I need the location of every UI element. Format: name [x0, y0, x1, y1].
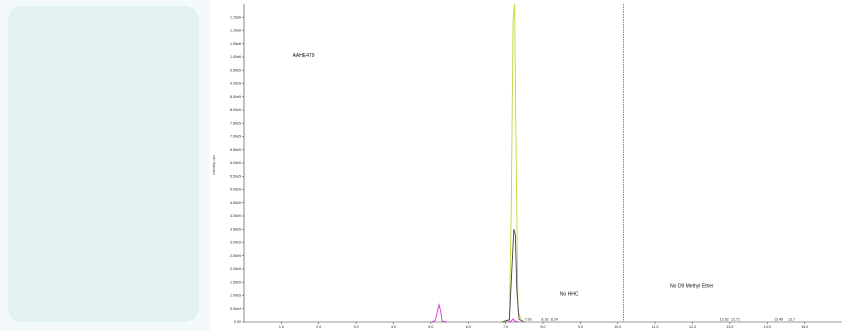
x-tick-label: 15.0	[801, 325, 808, 329]
y-tick-label: 6.50e5	[230, 148, 241, 152]
x-tick-label: 5.0	[428, 325, 433, 329]
x-tick-label: 4.0	[391, 325, 396, 329]
chart-annotation: AAHE479	[293, 53, 315, 59]
x-tick-label: 9.0	[578, 325, 583, 329]
y-tick-label: 1.15e6	[230, 15, 241, 19]
peak-label: 12.62	[720, 318, 729, 322]
y-tick-label: 9.00e5	[230, 82, 241, 86]
chart-annotation: No HHC	[560, 292, 579, 298]
y-tick-label: 1.10e6	[230, 29, 241, 33]
y-tick-label: 1.50e5	[230, 280, 241, 284]
y-axis-label: Intensity, cps	[212, 155, 216, 175]
y-tick-label: 5.00e5	[230, 188, 241, 192]
x-tick-label: 6.0	[466, 325, 471, 329]
chromatogram-svg: Intensity, cps 0.00 5.00e4 1.00e5 1.50e5 2.0…	[212, 3, 842, 329]
y-tick-label: 4.00e5	[230, 214, 241, 218]
x-tick-label: 1.0	[279, 325, 284, 329]
peak-label: 13.46	[774, 318, 783, 322]
peak-label: 8.24	[551, 318, 558, 322]
x-tick-label: 3.0	[354, 325, 359, 329]
y-tick-label: 8.50e5	[230, 95, 241, 99]
y-tick-label: 3.50e5	[230, 227, 241, 231]
y-tick-label: 5.50e5	[230, 174, 241, 178]
y-tick-label: 7.00e5	[230, 135, 241, 139]
y-tick-label: 9.50e5	[230, 68, 241, 72]
x-tick-label: 14.0	[764, 325, 771, 329]
y-tick-label: 5.00e4	[230, 307, 241, 311]
peak-label: 8.16	[541, 318, 548, 322]
peak-label: 13.7	[788, 318, 795, 322]
y-tick-label: 3.00e5	[230, 241, 241, 245]
chromatogram-chart: Intensity, cps 0.00 5.00e4 1.00e5 1.50e5 2.0…	[210, 0, 856, 331]
y-tick-label: 1.00e6	[230, 55, 241, 59]
x-tick-label: 7.0	[503, 325, 508, 329]
y-tick-label: 8.00e5	[230, 108, 241, 112]
y-tick-label: 1.00e5	[230, 294, 241, 298]
chromatogram-trace-4	[507, 318, 519, 323]
chromatogram-trace-3	[430, 303, 447, 323]
x-tick-label: 10.0	[614, 325, 621, 329]
x-tick-label: 13.0	[726, 325, 733, 329]
chromatogram-trace-2	[501, 229, 525, 323]
y-tick-label: 0.00	[234, 320, 241, 324]
x-tick-label: 8.0	[541, 325, 546, 329]
y-tick-label: 6.00e5	[230, 161, 241, 165]
y-tick-label: 2.00e5	[230, 267, 241, 271]
y-tick-label: 4.50e5	[230, 201, 241, 205]
chart-annotation: No D9 Methyl Ether	[670, 284, 714, 290]
chromatogram-trace-1	[501, 3, 523, 323]
y-tick-label: 7.50e5	[230, 121, 241, 125]
x-tick-label: 2.0	[316, 325, 321, 329]
peak-label: 12.71	[731, 318, 740, 322]
side-panel	[8, 6, 199, 322]
peak-label: 7.93	[525, 318, 532, 322]
y-tick-label: 1.05e6	[230, 42, 241, 46]
x-tick-label: 12.0	[689, 325, 696, 329]
x-tick-label: 11.0	[652, 325, 659, 329]
y-tick-label: 2.50e5	[230, 254, 241, 258]
